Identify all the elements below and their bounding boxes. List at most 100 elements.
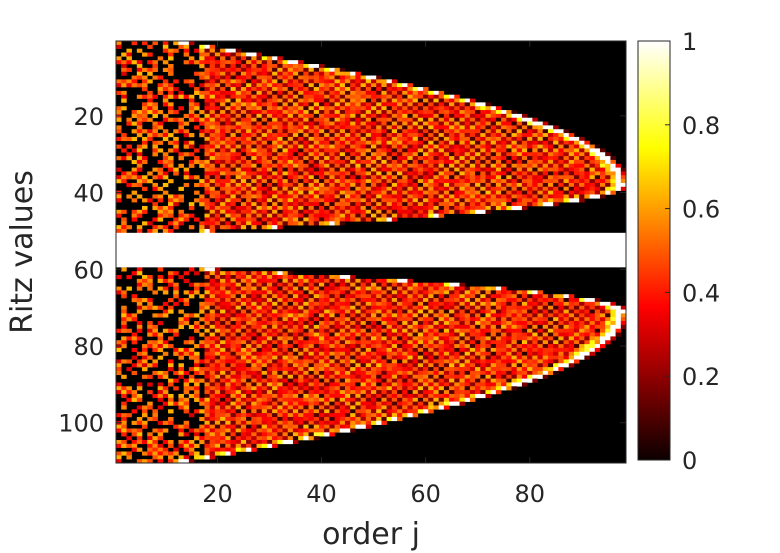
heatmap-cell	[376, 290, 382, 295]
heatmap-cell	[261, 317, 268, 322]
heatmap-cell	[209, 271, 216, 276]
heatmap-cell	[287, 171, 294, 176]
heatmap-cell	[298, 305, 304, 310]
heatmap-cell	[303, 313, 309, 318]
heatmap-cell	[251, 60, 257, 65]
heatmap-cell	[246, 271, 252, 276]
heatmap-cell	[386, 332, 393, 337]
heatmap-cell	[266, 190, 273, 195]
heatmap-cell	[350, 328, 356, 333]
heatmap-cell	[292, 67, 299, 72]
heatmap-cell	[495, 340, 502, 345]
heatmap-cell	[334, 359, 341, 364]
heatmap-cell	[313, 186, 320, 191]
heatmap-cell	[194, 175, 200, 180]
heatmap-cell	[147, 110, 153, 115]
heatmap-cell	[360, 98, 367, 103]
heatmap-cell	[417, 113, 424, 119]
heatmap-cell	[350, 83, 356, 88]
heatmap-cell	[303, 79, 309, 84]
heatmap-cell	[516, 186, 523, 191]
heatmap-cell	[162, 159, 169, 165]
heatmap-cell	[209, 344, 216, 349]
heatmap-cell	[220, 148, 226, 153]
heatmap-cell	[277, 179, 283, 184]
heatmap-cell	[428, 182, 434, 188]
heatmap-cell	[131, 294, 138, 299]
heatmap-cell	[350, 294, 356, 299]
heatmap-cell	[116, 90, 122, 96]
heatmap-cell	[381, 79, 387, 84]
heatmap-cell	[209, 182, 216, 188]
heatmap-cell	[485, 144, 491, 149]
heatmap-cell	[469, 167, 476, 172]
heatmap-cell	[313, 125, 320, 130]
heatmap-cell	[235, 213, 242, 218]
heatmap-cell	[501, 136, 507, 142]
heatmap-cell	[256, 102, 263, 107]
heatmap-cell	[142, 102, 148, 107]
heatmap-cell	[527, 332, 533, 337]
heatmap-cell	[558, 351, 564, 356]
heatmap-cell	[386, 152, 393, 157]
heatmap-cell	[376, 117, 382, 122]
heatmap-cell	[225, 83, 231, 88]
heatmap-cell	[266, 347, 273, 353]
heatmap-cell	[537, 159, 544, 165]
heatmap-cell	[246, 75, 252, 80]
heatmap-cell	[407, 309, 413, 314]
heatmap-cell	[287, 278, 294, 283]
heatmap-cell	[131, 110, 138, 115]
heatmap-cell	[594, 344, 601, 349]
heatmap-cell	[412, 328, 419, 333]
heatmap-cell	[194, 286, 200, 291]
heatmap-cell	[402, 144, 408, 149]
heatmap-cell	[365, 110, 372, 115]
heatmap-cell	[173, 351, 179, 356]
heatmap-cell	[162, 209, 169, 214]
heatmap-cell	[542, 317, 549, 322]
heatmap-cell	[344, 202, 351, 207]
heatmap-cell	[230, 286, 236, 291]
heatmap-cell	[282, 355, 289, 360]
heatmap-cell	[563, 171, 570, 176]
heatmap-cell	[537, 136, 544, 142]
heatmap-cell	[516, 305, 523, 310]
heatmap-cell	[397, 355, 403, 360]
heatmap-cell	[584, 163, 590, 168]
heatmap-cell	[266, 163, 273, 168]
heatmap-cell	[282, 321, 289, 326]
heatmap-cell	[464, 179, 471, 184]
heatmap-cell	[469, 209, 476, 214]
heatmap-cell	[266, 60, 273, 65]
heatmap-cell	[402, 324, 408, 330]
heatmap-cell	[553, 355, 559, 360]
heatmap-cell	[292, 140, 299, 145]
heatmap-cell	[240, 290, 247, 295]
heatmap-cell	[277, 309, 283, 314]
heatmap-cell	[511, 351, 518, 356]
heatmap-cell	[449, 351, 455, 356]
heatmap-cell	[506, 317, 512, 322]
heatmap-cell	[417, 117, 424, 122]
heatmap-cell	[428, 309, 434, 314]
heatmap-cell	[136, 94, 143, 99]
heatmap-cell	[391, 217, 398, 222]
heatmap-cell	[568, 359, 575, 364]
heatmap-cell	[204, 324, 210, 330]
heatmap-cell	[397, 294, 403, 299]
heatmap-cell	[235, 225, 242, 230]
heatmap-cell	[438, 156, 445, 161]
heatmap-cell	[350, 94, 356, 99]
heatmap-cell	[371, 194, 377, 199]
heatmap-cell	[277, 217, 283, 222]
heatmap-cell	[324, 148, 330, 153]
heatmap-cell	[220, 202, 226, 207]
heatmap-cell	[506, 332, 512, 337]
heatmap-cell	[428, 351, 434, 356]
heatmap-cell	[303, 98, 309, 103]
heatmap-cell	[313, 148, 320, 153]
heatmap-cell	[225, 121, 231, 126]
heatmap-cell	[303, 125, 309, 130]
heatmap-cell	[303, 221, 309, 226]
